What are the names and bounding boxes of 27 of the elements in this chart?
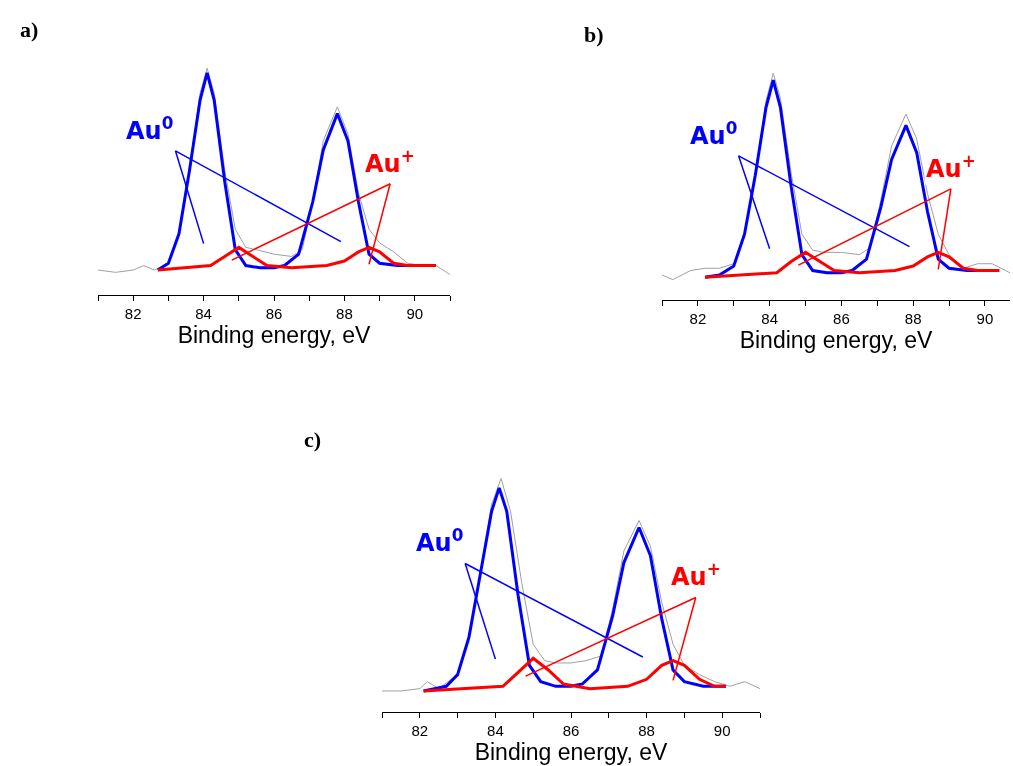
- x-tick-label: 88: [638, 722, 655, 739]
- x-axis-title: Binding energy, eV: [739, 327, 933, 353]
- annotation: Au$^{+}$: [671, 559, 721, 592]
- chart-title: b): [584, 22, 604, 47]
- chart-title: c): [304, 427, 322, 452]
- x-axis-title: Binding energy, eV: [474, 739, 668, 765]
- x-tick-label: 86: [265, 305, 283, 322]
- annotation: Au$^{0}$: [126, 113, 174, 146]
- x-tick-label: 82: [689, 310, 707, 327]
- x-tick-label: 84: [761, 310, 778, 327]
- x-axis-title: Binding energy, eV: [177, 322, 371, 348]
- x-tick-label: 84: [487, 722, 504, 739]
- x-tick-label: 88: [336, 305, 353, 322]
- x-tick-label: 88: [904, 310, 922, 327]
- x-tick-label: 86: [833, 310, 850, 327]
- annotation: Au$^{0}$: [690, 118, 738, 151]
- x-tick-label: 82: [411, 722, 429, 739]
- annotation: Au$^{+}$: [365, 146, 415, 179]
- x-tick-label: 82: [124, 305, 142, 322]
- annotation: Au$^{0}$: [416, 525, 464, 558]
- chart-title: a): [20, 17, 39, 42]
- x-tick-label: 90: [406, 305, 424, 322]
- x-tick-label: 86: [562, 722, 580, 739]
- annotation: Au$^{+}$: [926, 151, 976, 184]
- x-tick-label: 90: [976, 310, 994, 327]
- x-tick-label: 90: [713, 722, 731, 739]
- x-tick-label: 84: [195, 305, 212, 322]
